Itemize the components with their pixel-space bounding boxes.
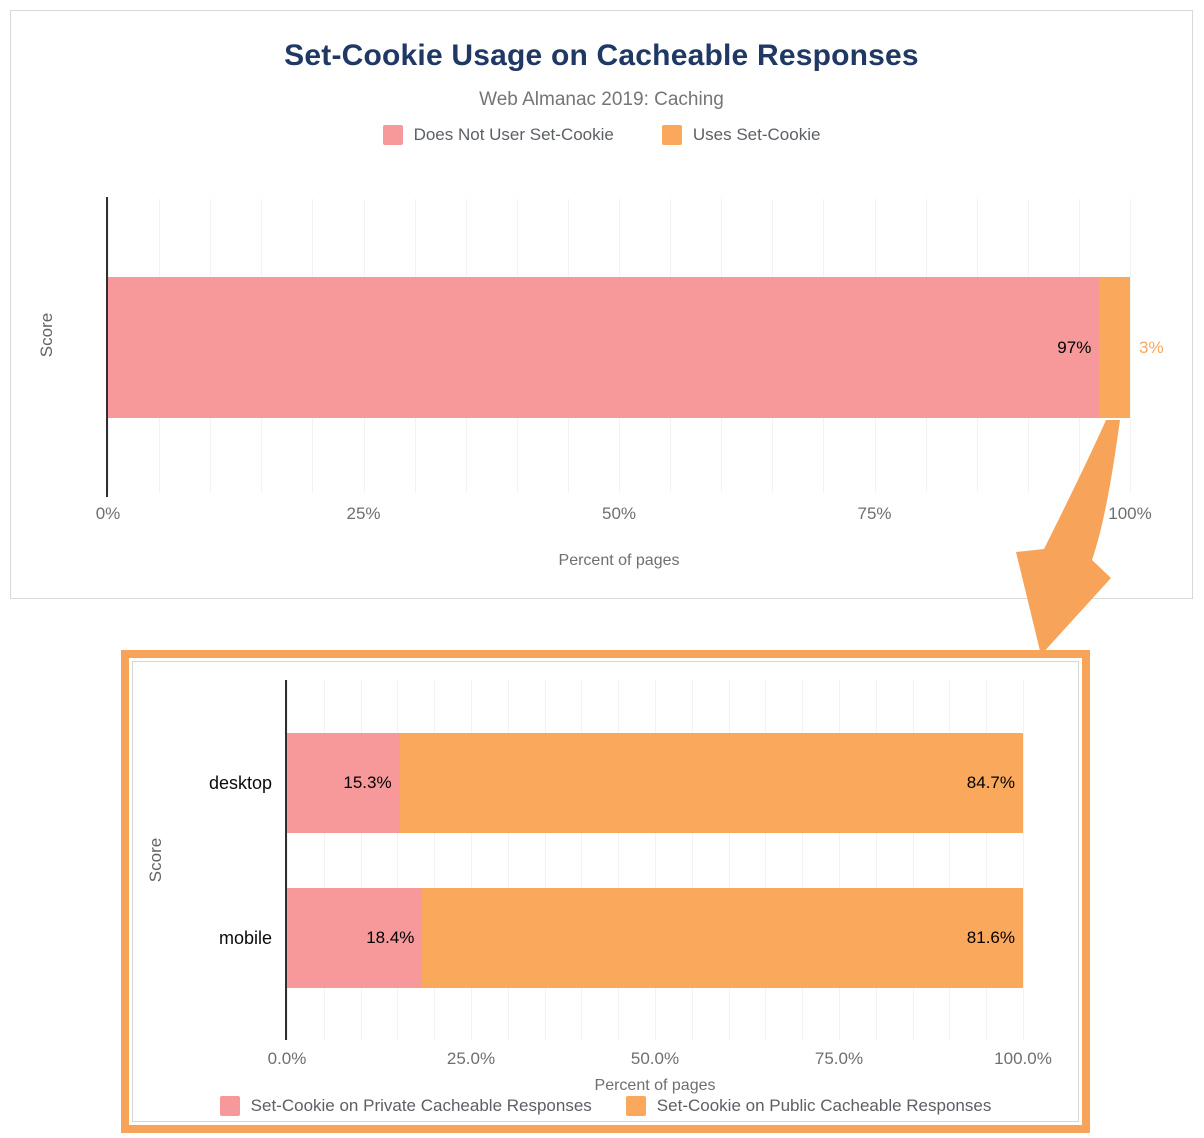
gridline — [434, 680, 436, 1040]
legend-item-private-cacheable: Set-Cookie on Private Cacheable Response… — [219, 1096, 592, 1116]
y-axis-title: Score — [37, 312, 56, 358]
top-chart-card: Set-Cookie Usage on Cacheable Responses … — [10, 10, 1193, 599]
legend-swatch-pink — [219, 1096, 240, 1116]
value-label-no-set-cookie: 97% — [1057, 337, 1092, 357]
y-axis-title: Score — [146, 837, 165, 883]
x-tick-label: 0.0% — [267, 1049, 307, 1068]
value-label-private-mobile: 18.4% — [366, 928, 415, 947]
x-axis-ticks: 0% 25% 50% 75% 100% — [96, 504, 1152, 524]
x-tick-label: 100.0% — [994, 1049, 1052, 1068]
bar-segment-uses-set-cookie: 3% — [1099, 277, 1164, 418]
y-axis-line — [285, 680, 287, 1040]
gridline — [765, 680, 767, 1040]
category-label-desktop: desktop — [208, 772, 272, 793]
legend-swatch-orange — [661, 125, 682, 145]
x-axis-ticks: 0.0% 25.0% 50.0% 75.0% 100.0% — [268, 1049, 1052, 1069]
gridline — [618, 680, 620, 1040]
bottom-chart-card: Score desktop mobile 15.3% 84.7% 18.4% — [132, 661, 1079, 1122]
legend-label: Uses Set-Cookie — [692, 125, 821, 144]
gridline — [544, 680, 546, 1040]
gridline — [912, 680, 914, 1040]
x-tick-label: 50% — [601, 504, 637, 523]
value-label-private-desktop: 15.3% — [343, 773, 392, 792]
x-axis-title: Percent of pages — [594, 1077, 716, 1094]
gridline — [949, 680, 951, 1040]
legend-item-does-not-use-set-cookie: Does Not User Set-Cookie — [382, 125, 614, 145]
x-tick-label: 75% — [857, 504, 892, 523]
bottom-chart-legend: Set-Cookie on Private Cacheable Response… — [133, 1096, 1078, 1116]
gridline — [691, 680, 693, 1040]
legend-label: Set-Cookie on Public Cacheable Responses — [656, 1096, 992, 1115]
zoom-inset-frame: Score desktop mobile 15.3% 84.7% 18.4% — [121, 650, 1090, 1133]
gridline — [802, 680, 804, 1040]
grid — [287, 680, 1024, 1040]
legend-swatch-pink — [382, 125, 403, 145]
top-chart-plot: Score 97% 3% 0% 25% 50% 75% 100% Percent of … — [37, 197, 1164, 569]
gridline — [1023, 680, 1024, 1040]
bar-segment-public-mobile: 81.6% — [422, 888, 1023, 988]
gridline — [986, 680, 988, 1040]
legend-item-public-cacheable: Set-Cookie on Public Cacheable Responses — [625, 1096, 992, 1116]
stacked-bar-mobile: 18.4% 81.6% — [287, 888, 1023, 988]
x-tick-label: 50.0% — [630, 1049, 680, 1068]
bar-segment-public-desktop: 84.7% — [399, 733, 1023, 833]
chart-title: Set-Cookie Usage on Cacheable Responses — [284, 39, 919, 72]
gridline — [507, 680, 509, 1040]
legend-label: Set-Cookie on Private Cacheable Response… — [250, 1096, 592, 1115]
gridline — [581, 680, 583, 1040]
chart-subtitle: Web Almanac 2019: Caching — [479, 89, 724, 110]
gridline — [323, 680, 325, 1040]
gridline — [397, 680, 399, 1040]
value-label-public-mobile: 81.6% — [966, 928, 1015, 947]
gridline — [1130, 199, 1131, 492]
legend-swatch-orange — [625, 1096, 646, 1116]
stacked-bar-desktop: 15.3% 84.7% — [287, 733, 1023, 833]
top-chart-legend: Does Not User Set-Cookie Uses Set-Cookie — [11, 125, 1192, 145]
x-tick-label: 75.0% — [814, 1049, 864, 1068]
bar-segment-private-mobile: 18.4% — [287, 888, 423, 988]
bottom-chart-plot: Score desktop mobile 15.3% 84.7% 18.4% — [146, 680, 1052, 1094]
legend-label: Does Not User Set-Cookie — [413, 125, 614, 144]
stacked-bar-score: 97% 3% — [108, 277, 1164, 418]
gridline — [875, 680, 877, 1040]
legend-item-uses-set-cookie: Uses Set-Cookie — [661, 125, 821, 145]
value-label-uses-set-cookie: 3% — [1138, 337, 1164, 357]
category-label-mobile: mobile — [218, 927, 272, 948]
bar-segment-no-set-cookie: 97% — [108, 277, 1100, 418]
gridline — [360, 680, 362, 1040]
y-axis-line — [106, 197, 108, 497]
x-tick-label: 100% — [1108, 504, 1152, 523]
value-label-public-desktop: 84.7% — [966, 773, 1015, 792]
x-tick-label: 0% — [95, 504, 121, 523]
x-axis-title: Percent of pages — [558, 552, 680, 569]
gridline — [839, 680, 840, 1040]
gridline — [287, 680, 288, 1040]
x-tick-label: 25.0% — [446, 1049, 496, 1068]
gridline — [655, 680, 656, 1040]
bar-segment-private-desktop: 15.3% — [287, 733, 400, 833]
gridline — [471, 680, 472, 1040]
gridline — [728, 680, 730, 1040]
x-tick-label: 25% — [346, 504, 381, 523]
